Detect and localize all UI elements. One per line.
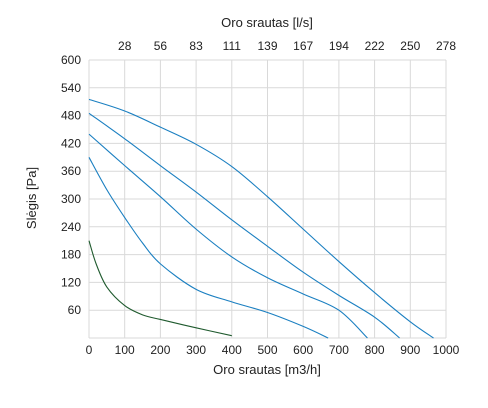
- tick-labels: 0 100 200 300 400 500 600 700 800 900 1000 28 56 83 11…: [61, 39, 460, 357]
- x-tick-label: 100: [115, 343, 135, 357]
- x-tick-label: 600: [293, 343, 313, 357]
- y-tick-label: 60: [68, 303, 82, 317]
- y-tick-label: 420: [61, 136, 81, 150]
- series-line-1: [88, 98, 434, 339]
- series-line-5: [88, 240, 232, 337]
- y-tick-label: 600: [61, 53, 81, 67]
- x2-tick-label: 56: [154, 39, 168, 53]
- x2-tick-label: 278: [436, 39, 456, 53]
- x-tick-label: 1000: [433, 343, 460, 357]
- grid: [88, 59, 447, 339]
- y-tick-label: 240: [61, 220, 81, 234]
- y-tick-label: 360: [61, 164, 81, 178]
- series-layer: [88, 98, 434, 339]
- x-tick-label: 500: [257, 343, 277, 357]
- y-tick-label: 300: [61, 192, 81, 206]
- x-tick-label: 800: [365, 343, 385, 357]
- x-tick-label: 200: [150, 343, 170, 357]
- x-tick-label: 400: [222, 343, 242, 357]
- x2-axis-title: Oro srautas [l/s]: [221, 15, 313, 30]
- y-tick-label: 480: [61, 109, 81, 123]
- x2-tick-label: 83: [189, 39, 203, 53]
- x2-tick-label: 139: [257, 39, 277, 53]
- x2-tick-label: 194: [329, 39, 349, 53]
- x-tick-label: 700: [329, 343, 349, 357]
- x2-tick-label: 222: [365, 39, 385, 53]
- series-line-2: [88, 112, 400, 339]
- x2-tick-label: 28: [118, 39, 132, 53]
- x-tick-label: 900: [400, 343, 420, 357]
- y-axis-title: Slėgis [Pa]: [24, 167, 39, 229]
- x2-tick-label: 250: [400, 39, 420, 53]
- y-tick-label: 180: [61, 248, 81, 262]
- x-tick-label: 0: [86, 343, 93, 357]
- x-tick-label: 300: [186, 343, 206, 357]
- x2-tick-label: 111: [223, 39, 242, 53]
- y-tick-label: 120: [61, 275, 81, 289]
- y-tick-label: 540: [61, 81, 81, 95]
- x-axis-title: Oro srautas [m3/h]: [213, 362, 321, 377]
- series-line-4: [88, 157, 329, 339]
- series-line-3: [88, 133, 368, 339]
- x2-tick-label: 167: [293, 39, 313, 53]
